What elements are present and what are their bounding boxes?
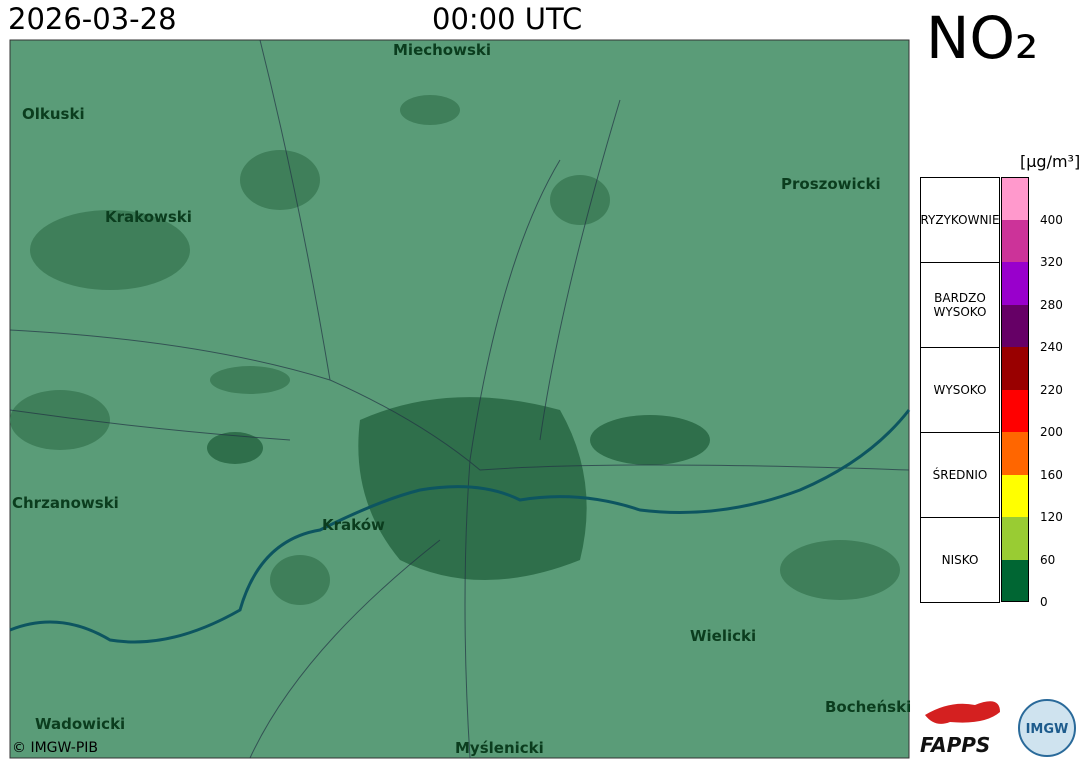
place-label: Chrzanowski <box>12 494 119 512</box>
tick-label: 400 <box>1040 212 1063 227</box>
place-label: Wadowicki <box>35 715 125 733</box>
place-label: Myślenicki <box>455 739 544 757</box>
color-segment <box>1001 219 1029 262</box>
logo-text: IMGW <box>1026 722 1069 737</box>
copyright: © IMGW-PIB <box>12 740 99 756</box>
tick-label: 120 <box>1040 510 1063 524</box>
color-segment <box>1001 262 1029 305</box>
tick-label: 0 <box>1040 595 1048 609</box>
category-box: BARDZO WYSOKO <box>920 262 1000 348</box>
category-box: WYSOKO <box>920 347 1000 433</box>
color-segment <box>1001 347 1029 390</box>
tick-label: 220 <box>1040 382 1063 397</box>
tick-label: 240 <box>1040 340 1063 354</box>
colorbar-border <box>1001 177 1029 602</box>
unit: [µg/m³] <box>1020 152 1081 171</box>
color-segment <box>1001 474 1029 517</box>
color-segment <box>1001 517 1029 560</box>
tick-label: 160 <box>1040 467 1063 482</box>
tick-label: 320 <box>1040 255 1063 269</box>
time: 00:00 UTC <box>432 2 583 36</box>
date: 2026-03-28 <box>8 2 177 36</box>
place-label: Proszowicki <box>781 175 881 193</box>
color-segment <box>1001 559 1029 602</box>
roads <box>9 39 910 759</box>
place-label: Krakowski <box>105 208 192 226</box>
place-label: Miechowski <box>393 41 491 59</box>
tick-label: 60 <box>1040 552 1056 567</box>
color-segment <box>1001 177 1029 220</box>
logo-text: FAPPS <box>920 733 990 757</box>
color-segment <box>1001 389 1029 432</box>
place-label: Bocheński <box>825 698 911 716</box>
forests <box>10 95 900 605</box>
river <box>9 409 911 644</box>
tick-label: 280 <box>1040 297 1063 312</box>
color-segment <box>1001 304 1029 347</box>
place-label: Olkuski <box>22 105 85 123</box>
place-label: Kraków <box>322 516 385 534</box>
color-segment <box>1001 432 1029 475</box>
pollutant: NO₂ <box>926 4 1039 72</box>
category-box: RYZYKOWNIE <box>920 177 1000 263</box>
category-box: NISKO <box>920 517 1000 603</box>
place-label: Wielicki <box>690 627 756 645</box>
tick-label: 200 <box>1040 425 1063 439</box>
imgw-logo <box>1018 699 1076 757</box>
category-box: ŚREDNIO <box>920 432 1000 518</box>
fapps-cloud <box>925 701 1000 724</box>
